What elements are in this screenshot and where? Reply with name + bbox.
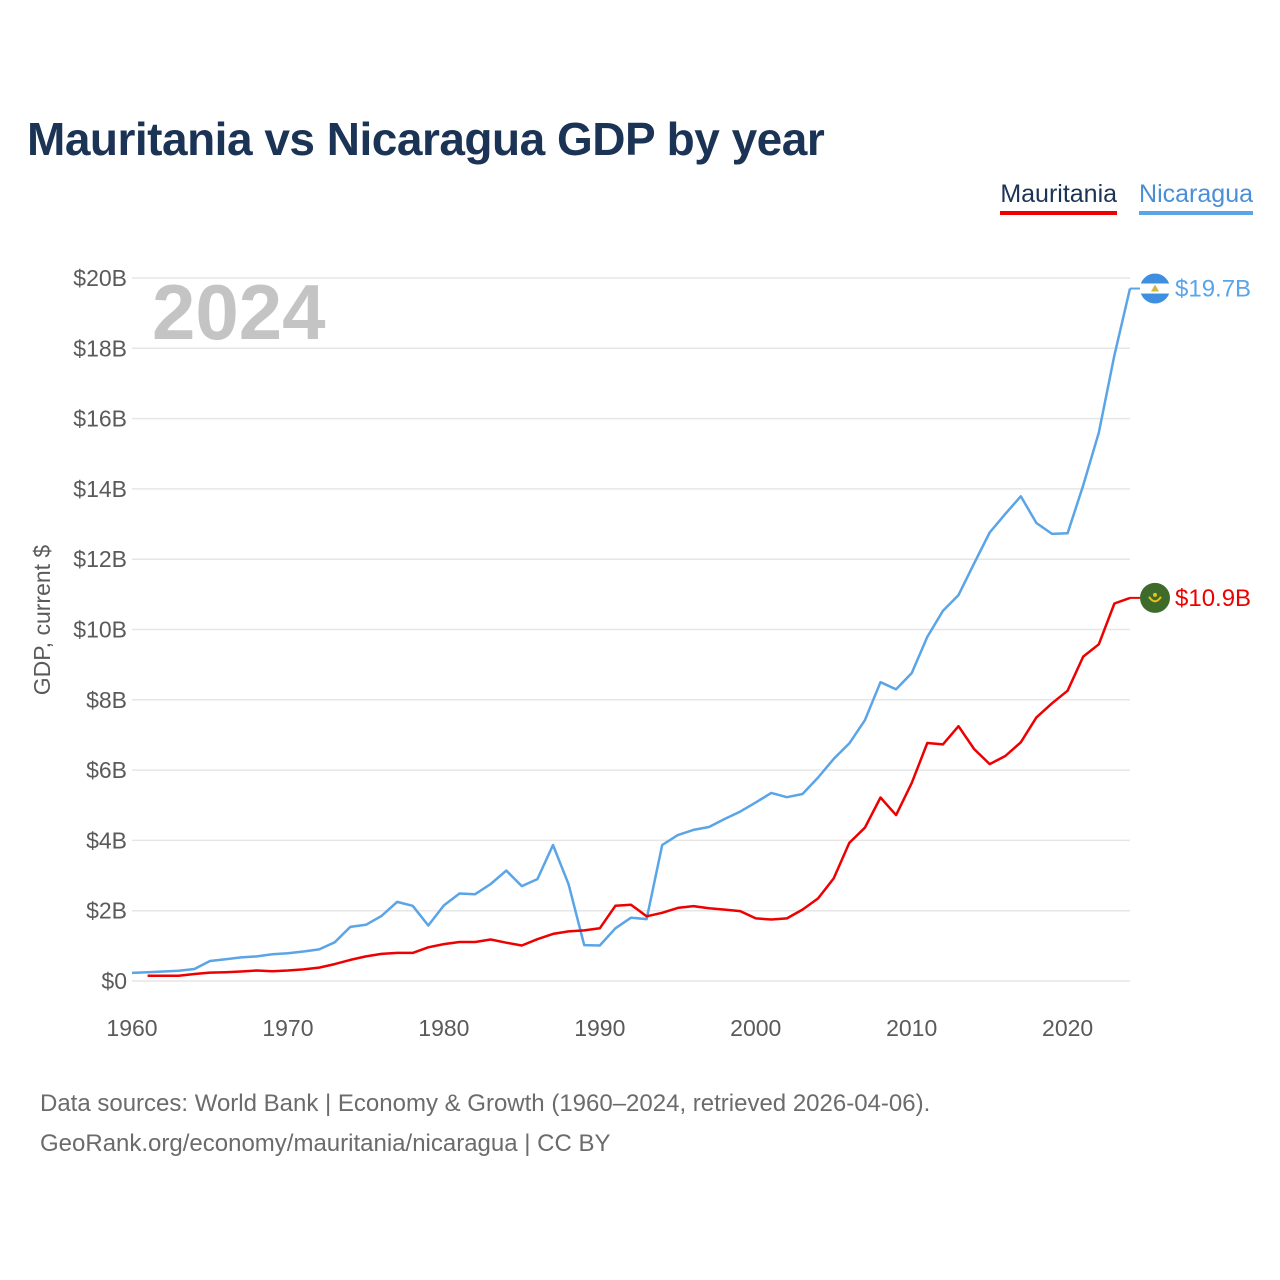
legend-item-nicaragua[interactable]: Nicaragua	[1139, 180, 1253, 215]
gridlines	[132, 277, 1130, 982]
year-watermark: 2024	[152, 268, 326, 356]
footer: Data sources: World Bank | Economy & Gro…	[40, 1084, 930, 1164]
mauritania-end-label: $10.9B	[1175, 585, 1251, 612]
y-tick-label: $4B	[86, 827, 127, 853]
y-tick-label: $2B	[86, 898, 127, 924]
data-source-line: Data sources: World Bank | Economy & Gro…	[40, 1090, 931, 1117]
chart-title: Mauritania vs Nicaragua GDP by year	[27, 113, 825, 165]
nicaragua-end-marker[interactable]: $19.7B	[1130, 273, 1251, 304]
x-tick-label: 1960	[106, 1015, 157, 1041]
y-axis-label: GDP, current $	[29, 545, 55, 696]
attribution-line[interactable]: GeoRank.org/economy/mauritania/nicaragua…	[40, 1130, 611, 1157]
mauritania-series-line[interactable]	[147, 596, 1131, 977]
y-tick-label: $20B	[73, 265, 127, 291]
nicaragua-end-label: $19.7B	[1175, 276, 1251, 303]
y-tick-label: $16B	[73, 406, 127, 432]
y-tick-label: $10B	[73, 617, 127, 643]
y-axis-ticks: $0 $2B $4B $6B $8B $10B $12B $14B $16B $18B $20B	[73, 265, 127, 994]
mauritania-flag-icon	[1140, 582, 1170, 613]
y-tick-label: $8B	[86, 687, 127, 713]
x-tick-label: 2000	[730, 1015, 781, 1041]
y-tick-label: $12B	[73, 546, 127, 572]
y-tick-label: $18B	[73, 335, 127, 361]
series-lines	[131, 288, 1132, 977]
gdp-line-chart: $0 $2B $4B $6B $8B $10B $12B $14B $16B $18B $20B 1…	[29, 265, 1251, 1041]
y-tick-label: $6B	[86, 757, 127, 783]
legend: Mauritania Nicaragua	[1000, 180, 1253, 215]
legend-item-mauritania[interactable]: Mauritania	[1000, 180, 1118, 215]
x-tick-label: 1980	[418, 1015, 469, 1041]
x-tick-label: 1990	[574, 1015, 625, 1041]
nicaragua-series-line[interactable]	[131, 288, 1132, 975]
y-tick-label: $14B	[73, 476, 127, 502]
x-tick-label: 1970	[262, 1015, 313, 1041]
y-tick-label: $0	[101, 968, 127, 994]
x-tick-label: 2020	[1042, 1015, 1093, 1041]
x-tick-label: 2010	[886, 1015, 937, 1041]
nicaragua-flag-icon	[1140, 273, 1170, 304]
x-axis-ticks: 1960 1970 1980 1990 2000 2010 2020	[106, 1015, 1093, 1041]
mauritania-end-marker[interactable]: $10.9B	[1130, 582, 1251, 613]
